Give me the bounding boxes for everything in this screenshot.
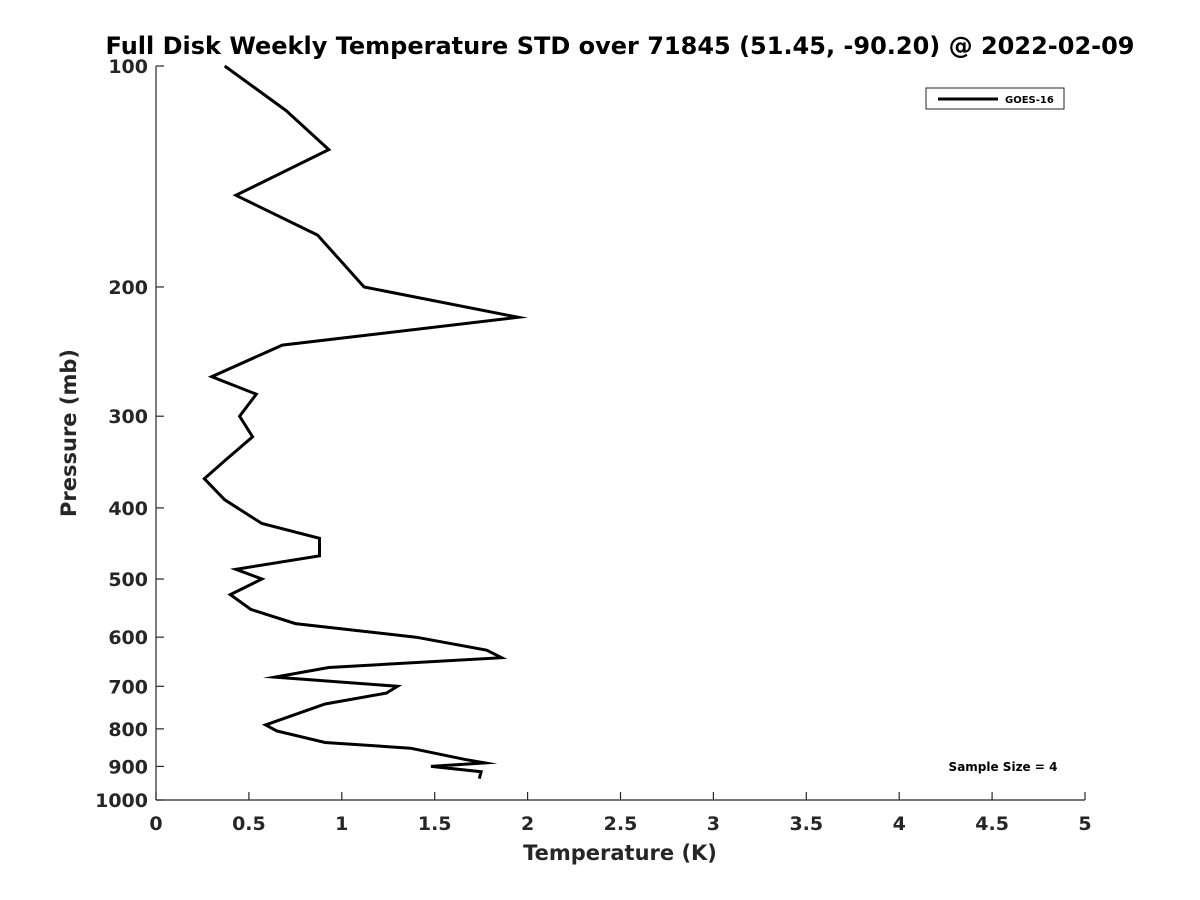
y-tick-label: 700 xyxy=(108,676,148,698)
axes xyxy=(155,66,1085,801)
x-tick-label: 3.5 xyxy=(789,813,823,835)
x-tick-label: 0 xyxy=(149,813,162,835)
chart-title: Full Disk Weekly Temperature STD over 71… xyxy=(106,32,1135,60)
series-layer xyxy=(202,64,528,779)
y-tick-label: 600 xyxy=(108,627,148,649)
y-tick-label: 200 xyxy=(108,277,148,299)
x-tick-label: 3 xyxy=(707,813,720,835)
x-axis-label: Temperature (K) xyxy=(523,841,717,865)
sample-size-annotation: Sample Size = 4 xyxy=(949,760,1058,774)
y-tick-label: 400 xyxy=(108,498,148,520)
y-tick-label: 900 xyxy=(108,756,148,778)
y-axis-label: Pressure (mb) xyxy=(57,349,81,517)
x-tick-label: 2 xyxy=(521,813,534,835)
x-tick-label: 4.5 xyxy=(975,813,1009,835)
x-tick-label: 2.5 xyxy=(604,813,638,835)
x-ticks: 0 0.5 1 1.5 2 2.5 3 3.5 4 4.5 5 xyxy=(149,792,1092,835)
x-tick-label: 1.5 xyxy=(418,813,452,835)
y-ticks: 100 200 300 400 500 600 700 800 900 1000 xyxy=(95,56,164,812)
y-tick-label: 100 xyxy=(108,56,148,78)
legend-entry-goes-16: GOES-16 xyxy=(1005,95,1054,106)
y-tick-label: 300 xyxy=(108,406,148,428)
y-tick-label: 800 xyxy=(108,719,148,741)
x-tick-label: 1 xyxy=(335,813,348,835)
series-line-goes-16 xyxy=(202,64,528,779)
y-tick-label: 500 xyxy=(108,569,148,591)
x-tick-label: 5 xyxy=(1078,813,1091,835)
legend: GOES-16 xyxy=(925,87,1065,110)
y-tick-label: 1000 xyxy=(95,790,148,812)
x-tick-label: 4 xyxy=(893,813,906,835)
x-tick-label: 0.5 xyxy=(232,813,266,835)
